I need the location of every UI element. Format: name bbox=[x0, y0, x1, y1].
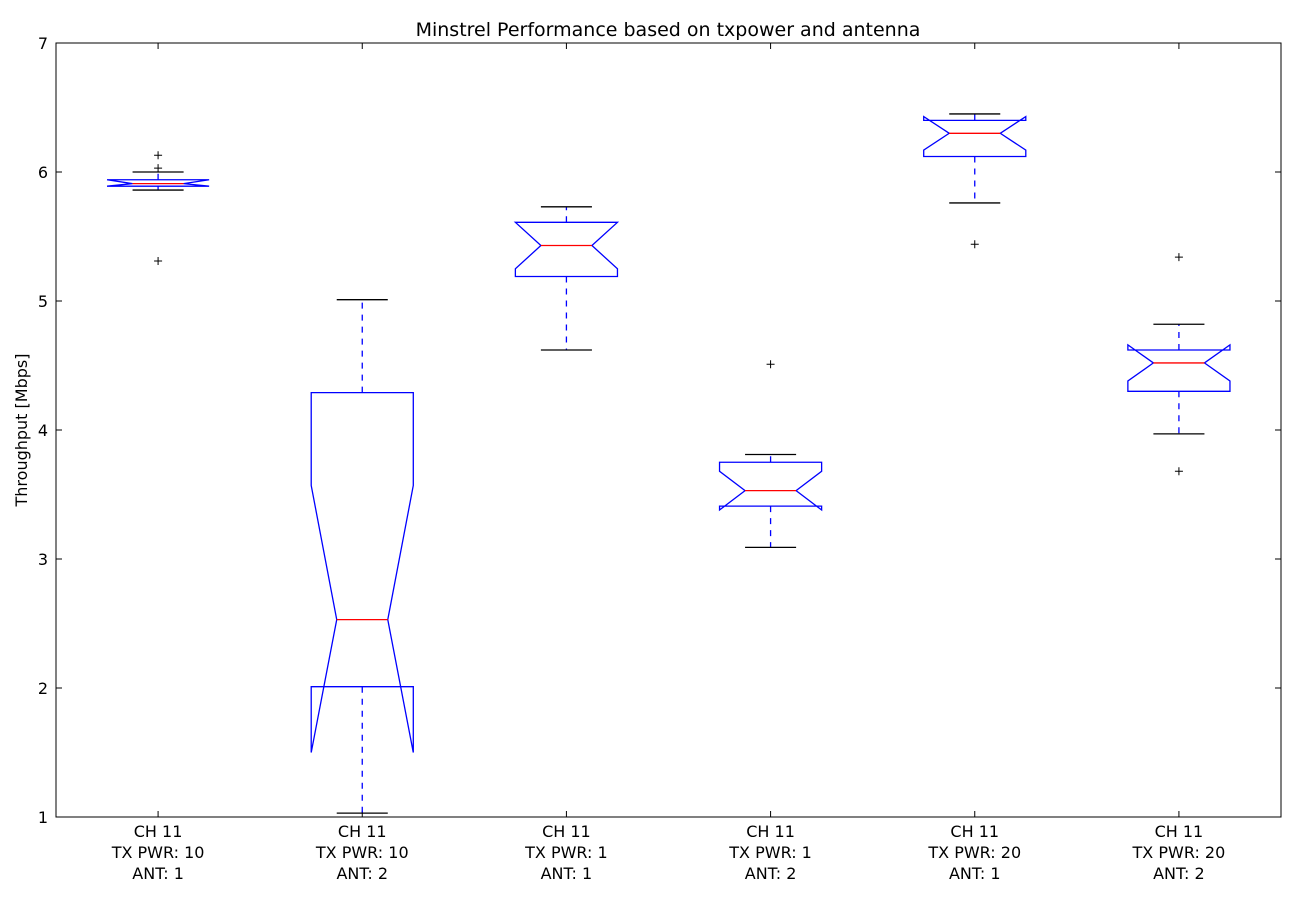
chart-title: Minstrel Performance based on txpower an… bbox=[416, 19, 921, 41]
x-tick-label: TX PWR: 10 bbox=[111, 843, 205, 862]
y-tick-label: 3 bbox=[38, 550, 48, 569]
flier-point bbox=[766, 360, 775, 369]
y-tick-label: 2 bbox=[38, 679, 48, 698]
x-tick-label: ANT: 2 bbox=[745, 864, 797, 883]
x-tick-label: ANT: 1 bbox=[541, 864, 593, 883]
flier-point bbox=[1174, 467, 1183, 476]
x-tick-label: TX PWR: 10 bbox=[315, 843, 409, 862]
y-tick-label: 7 bbox=[38, 34, 48, 53]
box-body bbox=[1127, 343, 1231, 392]
box-body bbox=[513, 221, 620, 278]
plot-area: 1 2 3 4 5 6 7 CH 11 TX PWR: 10 ANT: 1 CH 11 TX PWR:… bbox=[38, 34, 1282, 883]
x-tick-label: CH 11 bbox=[542, 822, 591, 841]
plot-frame bbox=[55, 42, 1282, 818]
x-tick-label: ANT: 2 bbox=[336, 864, 388, 883]
y-axis-label: Throughput [Mbps] bbox=[12, 354, 31, 508]
x-tick-label: TX PWR: 1 bbox=[524, 843, 608, 862]
x-tick-label: ANT: 1 bbox=[132, 864, 184, 883]
x-tick-label: CH 11 bbox=[134, 822, 183, 841]
x-tick-label: CH 11 bbox=[338, 822, 387, 841]
box-body bbox=[310, 391, 414, 753]
box-body bbox=[718, 461, 823, 512]
y-tick-label: 5 bbox=[38, 292, 48, 311]
x-tick-label: CH 11 bbox=[746, 822, 795, 841]
y-tick-label: 4 bbox=[38, 421, 48, 440]
x-tick-label: TX PWR: 20 bbox=[1132, 843, 1226, 862]
y-tick-label: 1 bbox=[38, 808, 48, 827]
flier-point bbox=[154, 164, 163, 173]
y-tick-label: 6 bbox=[38, 163, 48, 182]
box-body bbox=[923, 115, 1027, 158]
flier-point bbox=[1174, 253, 1183, 262]
x-tick-label: TX PWR: 20 bbox=[927, 843, 1021, 862]
x-tick-label: CH 11 bbox=[950, 822, 999, 841]
x-tick-label: TX PWR: 1 bbox=[728, 843, 812, 862]
x-tick-label: ANT: 1 bbox=[949, 864, 1001, 883]
x-tick-label: CH 11 bbox=[1155, 822, 1204, 841]
flier-point bbox=[154, 257, 163, 266]
x-tick-label: ANT: 2 bbox=[1153, 864, 1205, 883]
flier-point bbox=[970, 240, 979, 249]
flier-point bbox=[154, 151, 163, 160]
